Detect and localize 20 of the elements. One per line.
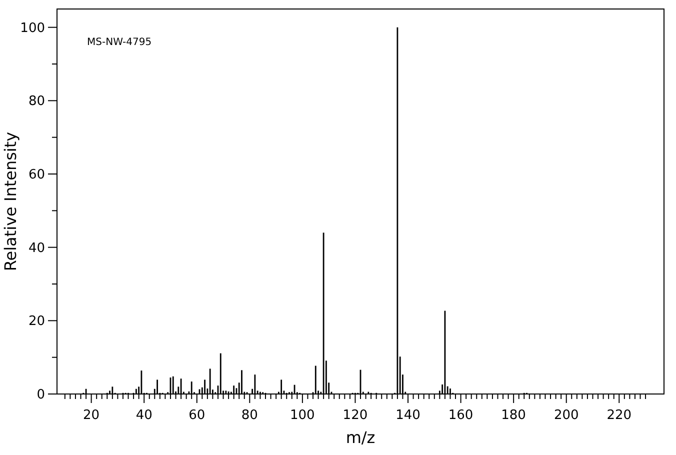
y-axis-title: Relative Intensity — [1, 132, 20, 272]
y-tick-label: 40 — [28, 240, 45, 256]
y-tick-label: 60 — [28, 168, 45, 183]
x-tick-label: 80 — [241, 408, 258, 423]
y-tick-label: 80 — [28, 94, 45, 110]
x-tick-label: 160 — [448, 408, 474, 423]
x-tick-label: 140 — [396, 408, 420, 423]
x-tick-label: 40 — [136, 408, 152, 423]
y-tick-label: 0 — [36, 388, 45, 403]
x-tick-label: 100 — [290, 408, 315, 423]
x-tick-label: 120 — [342, 408, 368, 423]
annotation: MS-NW-4795 — [87, 37, 152, 48]
x-tick-label: 220 — [606, 408, 632, 423]
x-axis-title: m/z — [346, 428, 376, 447]
x-tick-label: 20 — [83, 408, 100, 423]
x-tick-label: 60 — [188, 408, 206, 423]
x-tick-label: 180 — [501, 408, 526, 423]
y-tick-label: 100 — [20, 20, 45, 36]
x-tick-label: 200 — [554, 408, 579, 423]
y-tick-label: 20 — [28, 314, 45, 330]
